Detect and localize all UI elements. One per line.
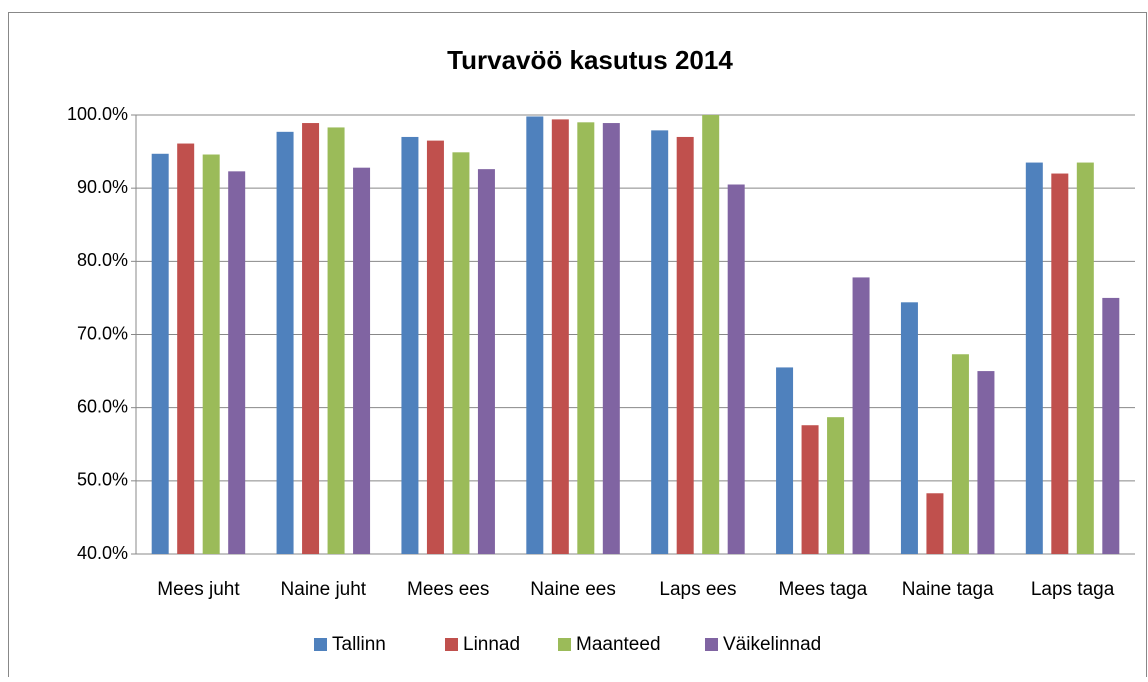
- legend-swatch: [705, 638, 718, 651]
- bar: [827, 417, 845, 554]
- bar: [353, 167, 371, 554]
- bar: [327, 127, 345, 555]
- legend-label: Tallinn: [332, 634, 386, 655]
- bar: [801, 425, 819, 554]
- legend-swatch: [314, 638, 327, 651]
- bar: [577, 122, 595, 555]
- y-tick-label: 100.0%: [67, 104, 128, 124]
- bar: [177, 143, 195, 554]
- x-tick-label: Laps ees: [659, 579, 736, 600]
- bar: [228, 171, 246, 555]
- bar: [852, 277, 870, 554]
- bar: [151, 153, 169, 555]
- bar: [702, 115, 720, 554]
- x-tick-label: Naine juht: [281, 579, 367, 600]
- bar: [1076, 162, 1094, 554]
- bar: [401, 136, 419, 554]
- bar: [302, 123, 320, 554]
- bar: [651, 130, 669, 555]
- x-tick-label: Naine ees: [530, 579, 616, 600]
- bar: [202, 154, 220, 554]
- bar: [900, 302, 918, 554]
- chart-title: Turvavöö kasutus 2014: [447, 45, 733, 75]
- x-tick-label: Laps taga: [1031, 579, 1115, 600]
- bar: [426, 140, 444, 554]
- x-tick-label: Mees juht: [157, 579, 240, 600]
- bar: [776, 367, 794, 554]
- legend-swatch: [558, 638, 571, 651]
- legend-label: Maanteed: [576, 634, 661, 655]
- y-tick-label: 70.0%: [77, 323, 128, 343]
- bar: [602, 123, 620, 554]
- x-tick-label: Naine taga: [902, 579, 994, 600]
- bar: [477, 169, 495, 555]
- bar: [727, 184, 745, 554]
- bar: [452, 152, 470, 554]
- y-tick-label: 50.0%: [77, 470, 128, 490]
- bar: [551, 119, 569, 554]
- legend-label: Linnad: [463, 634, 520, 655]
- bar: [951, 354, 969, 554]
- bar: [1051, 173, 1069, 555]
- bar: [276, 131, 294, 554]
- legend-label: Väikelinnad: [723, 634, 821, 655]
- legend-swatch: [445, 638, 458, 651]
- y-tick-label: 90.0%: [77, 177, 128, 197]
- y-tick-label: 80.0%: [77, 250, 128, 270]
- x-tick-label: Mees ees: [407, 579, 489, 600]
- x-tick-label: Mees taga: [778, 579, 867, 600]
- y-tick-label: 40.0%: [77, 543, 128, 563]
- bar: [676, 136, 694, 554]
- bar: [1102, 297, 1120, 554]
- bar: [1025, 162, 1043, 554]
- bar: [926, 493, 944, 554]
- bar: [977, 371, 995, 554]
- bar: [526, 116, 544, 555]
- y-tick-label: 60.0%: [77, 396, 128, 416]
